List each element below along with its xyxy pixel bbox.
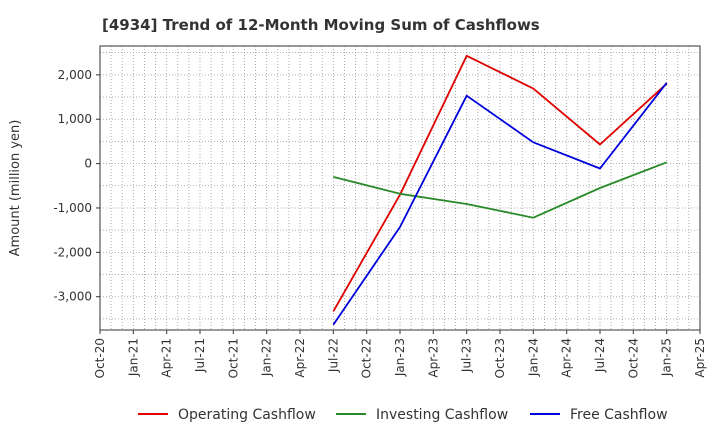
legend-label-operating-cashflow: Operating Cashflow [178, 407, 316, 423]
x-tick-label: Oct-24 [626, 338, 640, 378]
x-tick-label: Jan-23 [393, 338, 407, 377]
legend: Operating Cashflow Investing Cashflow Free… [138, 407, 668, 423]
series-line-operating-cashflow [332, 54, 668, 312]
legend-label-free-cashflow: Free Cashflow [570, 407, 668, 423]
series-lines [332, 54, 668, 326]
y-axis-label: Amount (million yen) [8, 120, 23, 257]
y-axis-ticks: 2,000 1,000 0 -1,000 -2,000 -3,000 [53, 68, 100, 304]
x-tick-label: Oct-22 [360, 338, 374, 378]
y-tick-label: -2,000 [53, 245, 92, 259]
y-tick-label: 2,000 [58, 68, 92, 82]
legend-label-investing-cashflow: Investing Cashflow [376, 407, 508, 423]
x-tick-label: Jan-24 [526, 338, 540, 377]
x-tick-label: Jan-22 [260, 338, 274, 377]
series-line-investing-cashflow [333, 161, 668, 219]
y-tick-label: 1,000 [58, 112, 92, 126]
x-tick-label: Oct-23 [493, 338, 507, 378]
grid [100, 46, 700, 330]
x-axis-ticks: Oct-20 Jan-21 Apr-21 Jul-21 Oct-21 Jan-22 Apr-… [93, 330, 707, 378]
y-tick-label: -1,000 [53, 201, 92, 215]
x-tick-label: Jul-22 [326, 338, 340, 373]
x-tick-label: Apr-22 [293, 338, 307, 378]
x-tick-label: Oct-20 [93, 338, 107, 378]
x-tick-label: Apr-24 [560, 338, 574, 378]
y-tick-label: 0 [84, 157, 92, 171]
x-tick-label: Apr-21 [160, 338, 174, 378]
y-tick-label: -3,000 [53, 290, 92, 304]
x-tick-label: Jul-24 [593, 338, 607, 373]
x-tick-label: Jul-23 [460, 338, 474, 373]
x-tick-label: Apr-23 [426, 338, 440, 378]
x-tick-label: Oct-21 [226, 338, 240, 378]
chart-title: [4934] Trend of 12-Month Moving Sum of C… [102, 16, 540, 34]
x-tick-label: Apr-25 [693, 338, 707, 378]
series-line-free-cashflow [332, 82, 668, 326]
x-tick-label: Jul-21 [193, 338, 207, 373]
x-tick-label: Jan-25 [660, 338, 674, 377]
x-tick-label: Jan-21 [126, 338, 140, 377]
